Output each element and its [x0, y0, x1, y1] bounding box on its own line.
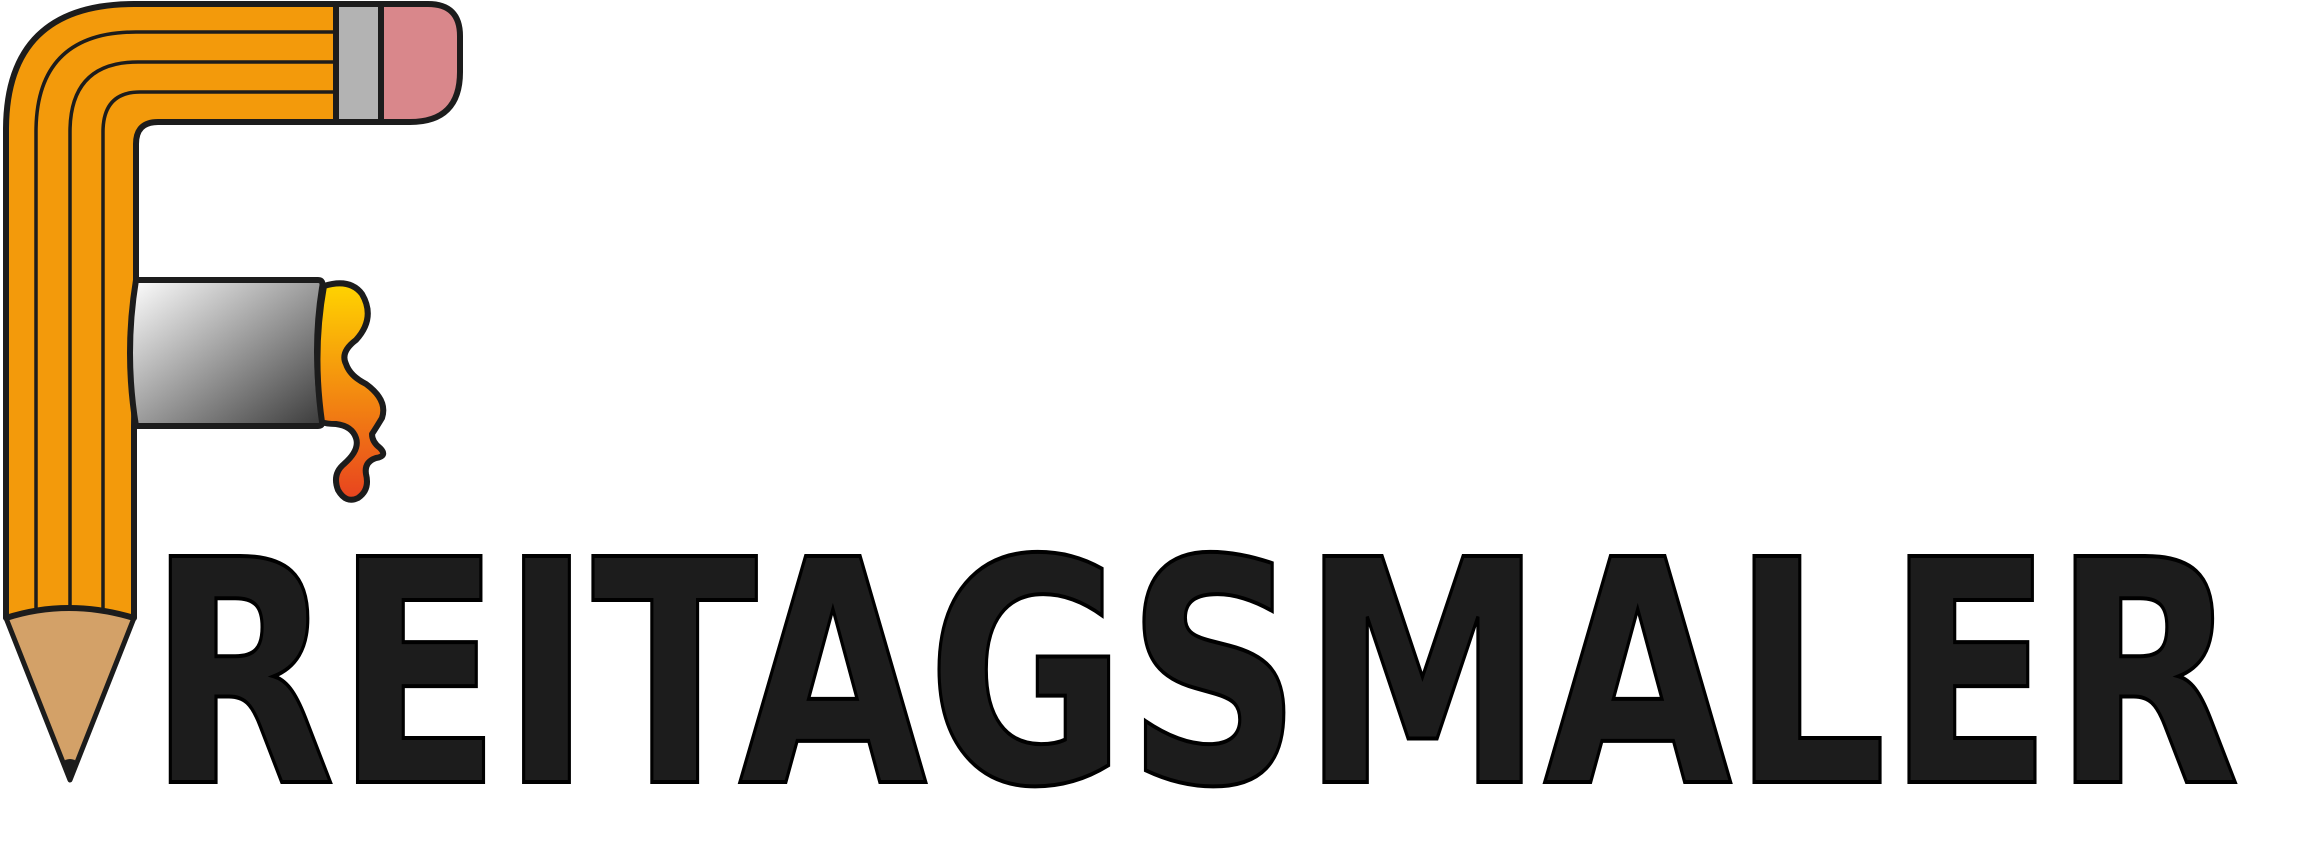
paint-roller-icon: [127, 277, 326, 429]
wordmark-text: REITAGSMALER: [148, 495, 2240, 856]
pencil-icon: [3, 1, 463, 783]
paint-drip-icon: [314, 280, 387, 503]
